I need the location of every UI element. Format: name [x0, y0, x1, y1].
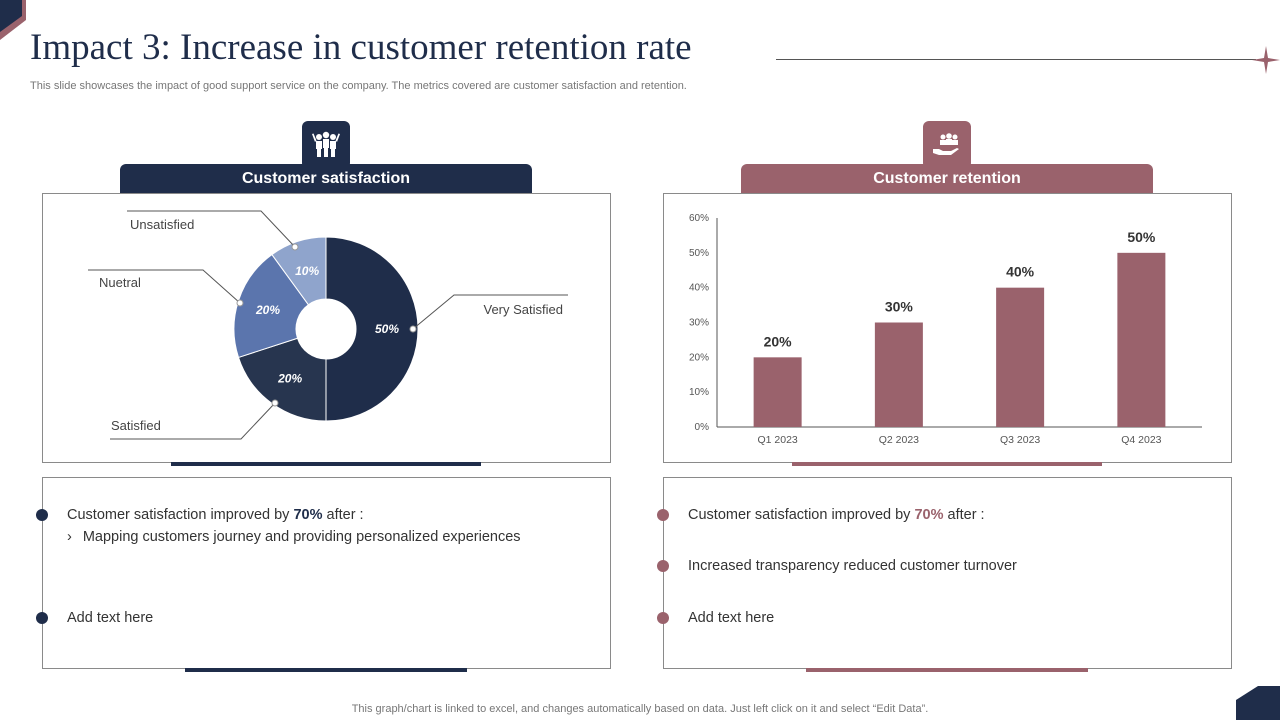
- bullet-dot: [657, 560, 669, 572]
- donut-value-label: 20%: [277, 371, 302, 385]
- retention-notes-panel: [663, 477, 1232, 669]
- satisfaction-note-1: Customer satisfaction improved by 70% af…: [67, 507, 364, 523]
- note-text: Mapping customers journey and providing …: [82, 529, 521, 545]
- y-tick-label: 30%: [689, 318, 709, 329]
- bullet-dot: [657, 509, 669, 521]
- y-tick-label: 40%: [689, 283, 709, 294]
- retention-chart-panel: 0% 10% 20% 30% 40% 50% 60% 20% Q1 2023 30% Q2 2023…: [663, 193, 1232, 463]
- bar-q4-2023: [1117, 252, 1166, 427]
- corner-decoration: [1236, 686, 1280, 720]
- x-tick-label: Q3 2023: [1000, 434, 1040, 446]
- note-text: after :: [322, 507, 364, 523]
- bar-data-label: 20%: [764, 333, 793, 349]
- satisfaction-chart-panel: 50% Very Satisfied 20% Satisfied 20% Nuetral 1…: [42, 193, 611, 463]
- bar-data-label: 30%: [885, 299, 914, 315]
- panel-accent-bar: [792, 462, 1102, 466]
- footer-note: This graph/chart is linked to excel, and…: [351, 703, 929, 715]
- note-text: Customer satisfaction improved by: [67, 507, 294, 523]
- x-tick-label: Q1 2023: [757, 434, 797, 446]
- bar-q3-2023: [996, 287, 1045, 427]
- team-celebration-icon: [302, 121, 350, 169]
- sparkle-icon: [1252, 46, 1280, 74]
- callout-dot: [291, 243, 299, 251]
- chevron-right-icon: ›: [67, 529, 72, 545]
- bar-q2-2023: [874, 322, 923, 427]
- donut-slice-very-satisfied: [325, 236, 419, 422]
- callout-line: [110, 402, 276, 440]
- page-title: Impact 3: Increase in customer retention…: [30, 27, 692, 68]
- note-text: after :: [943, 507, 985, 523]
- donut-category-label: Very Satisfied: [484, 302, 564, 317]
- callout-dot: [271, 399, 279, 407]
- retention-note-3: Add text here: [688, 610, 775, 626]
- bar-q1-2023: [753, 357, 802, 427]
- y-tick-label: 10%: [689, 387, 709, 398]
- x-tick-label: Q4 2023: [1121, 434, 1161, 446]
- note-text: Customer satisfaction improved by: [688, 507, 915, 523]
- donut-category-label: Satisfied: [111, 418, 161, 433]
- page-subtitle: This slide showcases the impact of good …: [30, 80, 687, 92]
- panel-accent-bar: [806, 668, 1088, 672]
- bullet-dot: [36, 612, 48, 624]
- donut-value-label: 20%: [255, 303, 280, 317]
- panel-accent-bar: [171, 462, 481, 466]
- bar-data-label: 40%: [1006, 264, 1035, 280]
- callout-line: [88, 269, 241, 304]
- satisfaction-sub-note: › Mapping customers journey and providing…: [67, 529, 521, 545]
- callout-line: [127, 210, 296, 248]
- note-highlight: 70%: [914, 507, 944, 523]
- y-tick-label: 20%: [689, 352, 709, 363]
- bullet-dot: [36, 509, 48, 521]
- donut-category-label: Unsatisfied: [130, 217, 194, 232]
- bullet-dot: [657, 612, 669, 624]
- satisfaction-donut-chart: 50% Very Satisfied 20% Satisfied 20% Nuetral 1…: [88, 210, 568, 440]
- y-tick-label: 50%: [689, 248, 709, 259]
- bar-data-label: 50%: [1127, 229, 1156, 245]
- callout-line: [412, 294, 568, 330]
- donut-slice-unsatisfied: [271, 236, 327, 306]
- x-tick-label: Q2 2023: [879, 434, 919, 446]
- donut-category-label: Nuetral: [99, 275, 141, 290]
- donut-value-label: 50%: [375, 322, 399, 336]
- donut-value-label: 10%: [295, 264, 319, 278]
- retention-bar-chart: 0% 10% 20% 30% 40% 50% 60% 20% Q1 2023 30% Q2 2023…: [689, 213, 1202, 446]
- satisfaction-note-2: Add text here: [67, 610, 154, 626]
- note-highlight: 70%: [293, 507, 323, 523]
- donut-slice-satisfied: [237, 337, 327, 422]
- customer-satisfaction-header: Customer satisfaction: [120, 164, 532, 194]
- panel-accent-bar: [185, 668, 467, 672]
- customer-retention-header: Customer retention: [741, 164, 1153, 194]
- y-tick-label: 0%: [695, 422, 710, 433]
- retention-note-1: Customer satisfaction improved by 70% af…: [688, 507, 985, 523]
- callout-dot: [409, 325, 417, 333]
- hand-holding-people-icon: [923, 121, 971, 169]
- title-divider: [776, 59, 1256, 60]
- satisfaction-notes-panel: [42, 477, 611, 669]
- donut-slice-nuetral: [233, 253, 310, 359]
- callout-dot: [236, 299, 244, 307]
- y-tick-label: 60%: [689, 213, 709, 224]
- corner-decoration: [0, 0, 26, 40]
- retention-note-2: Increased transparency reduced customer …: [688, 558, 1017, 574]
